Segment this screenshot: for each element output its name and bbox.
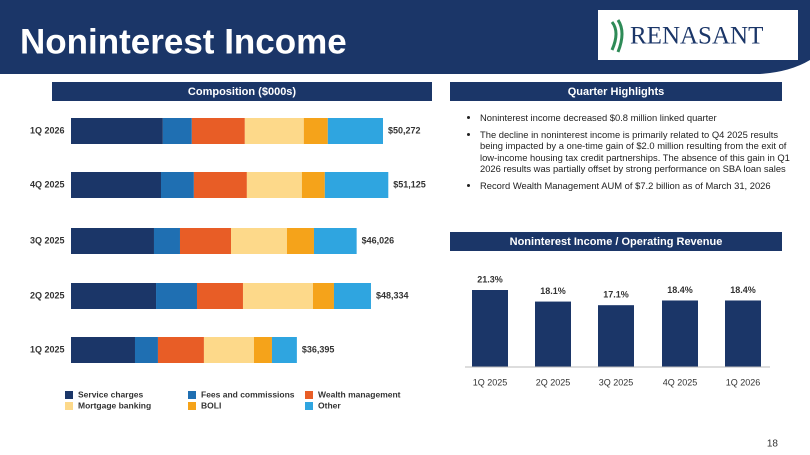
panel-header	[52, 82, 432, 101]
bar-segment	[324, 172, 389, 198]
bar-segment	[71, 228, 154, 254]
bar-segment	[246, 172, 302, 198]
bar-segment	[193, 172, 247, 198]
bar-segment	[303, 118, 328, 144]
bar-segment	[157, 337, 204, 363]
x-tick-label: 1Q 2025	[473, 377, 508, 387]
legend-label: Mortgage banking	[78, 400, 151, 410]
highlight-item: Record Wealth Management AUM of $7.2 bil…	[480, 180, 798, 192]
y-tick-label: 2Q 2025	[30, 290, 65, 300]
bar-segment	[327, 118, 383, 144]
legend-swatch	[65, 402, 73, 410]
value-label: 17.1%	[603, 290, 629, 300]
highlight-item: Noninterest income decreased $0.8 millio…	[480, 112, 798, 124]
bar-segment	[312, 283, 334, 309]
bar-segment	[134, 337, 158, 363]
bar-segment	[286, 228, 314, 254]
slide-title: Noninterest Income	[20, 22, 347, 61]
bar	[472, 290, 508, 367]
value-label: 18.4%	[667, 285, 693, 295]
legend-label: Fees and commissions	[201, 389, 295, 399]
bar-segment	[244, 118, 304, 144]
y-tick-label: 4Q 2025	[30, 179, 65, 189]
bar-segment	[196, 283, 243, 309]
bar-segment	[71, 283, 157, 309]
legend-swatch	[188, 402, 196, 410]
legend-swatch	[65, 391, 73, 399]
panel-header	[450, 232, 782, 251]
legend-swatch	[305, 402, 313, 410]
panel-header	[450, 82, 782, 101]
bar-segment	[333, 283, 371, 309]
total-label: $48,334	[376, 290, 409, 300]
highlight-list: Noninterest income decreased $0.8 millio…	[468, 112, 798, 197]
value-label: 18.4%	[730, 285, 756, 295]
x-tick-label: 2Q 2025	[536, 377, 571, 387]
y-tick-label: 1Q 2026	[30, 125, 65, 135]
bar-segment	[230, 228, 287, 254]
value-label: 18.1%	[540, 286, 566, 296]
legend-label: Wealth management	[318, 389, 401, 399]
bar-segment	[153, 228, 180, 254]
logo-mark	[610, 19, 624, 53]
bar	[535, 301, 571, 367]
bar-segment	[271, 337, 297, 363]
total-label: $36,395	[302, 344, 335, 354]
bar-segment	[71, 172, 161, 198]
legend-swatch	[305, 391, 313, 399]
bar-segment	[156, 283, 197, 309]
total-label: $46,026	[362, 235, 395, 245]
total-label: $51,125	[393, 179, 426, 189]
bar-segment	[191, 118, 245, 144]
chart-title: Noninterest Income / Operating Revenue	[510, 236, 723, 248]
x-tick-label: 4Q 2025	[663, 377, 698, 387]
logo-box	[598, 10, 798, 60]
y-tick-label: 3Q 2025	[30, 235, 65, 245]
logo-text: RENASANT	[630, 23, 763, 50]
bar-segment	[162, 118, 192, 144]
legend-label: Service charges	[78, 389, 143, 399]
bar	[725, 300, 761, 367]
legend-label: BOLI	[201, 400, 221, 410]
bar	[598, 305, 634, 367]
total-label: $50,272	[388, 125, 421, 135]
chart-title: Composition ($000s)	[188, 86, 297, 98]
bar-segment	[71, 118, 163, 144]
x-tick-label: 3Q 2025	[599, 377, 634, 387]
bar-segment	[313, 228, 357, 254]
bar-segment	[253, 337, 272, 363]
highlight-item: The decline in noninterest income is pri…	[480, 129, 798, 175]
legend-label: Other	[318, 400, 341, 410]
bar	[662, 300, 698, 367]
bar-segment	[179, 228, 231, 254]
bar-segment	[203, 337, 254, 363]
page-number: 18	[767, 439, 779, 450]
bar-segment	[301, 172, 325, 198]
x-tick-label: 1Q 2026	[726, 377, 761, 387]
value-label: 21.3%	[477, 274, 503, 284]
panel-title: Quarter Highlights	[568, 86, 665, 98]
bar-segment	[71, 337, 135, 363]
bar-segment	[160, 172, 194, 198]
y-tick-label: 1Q 2025	[30, 344, 65, 354]
legend-swatch	[188, 391, 196, 399]
bar-segment	[242, 283, 313, 309]
